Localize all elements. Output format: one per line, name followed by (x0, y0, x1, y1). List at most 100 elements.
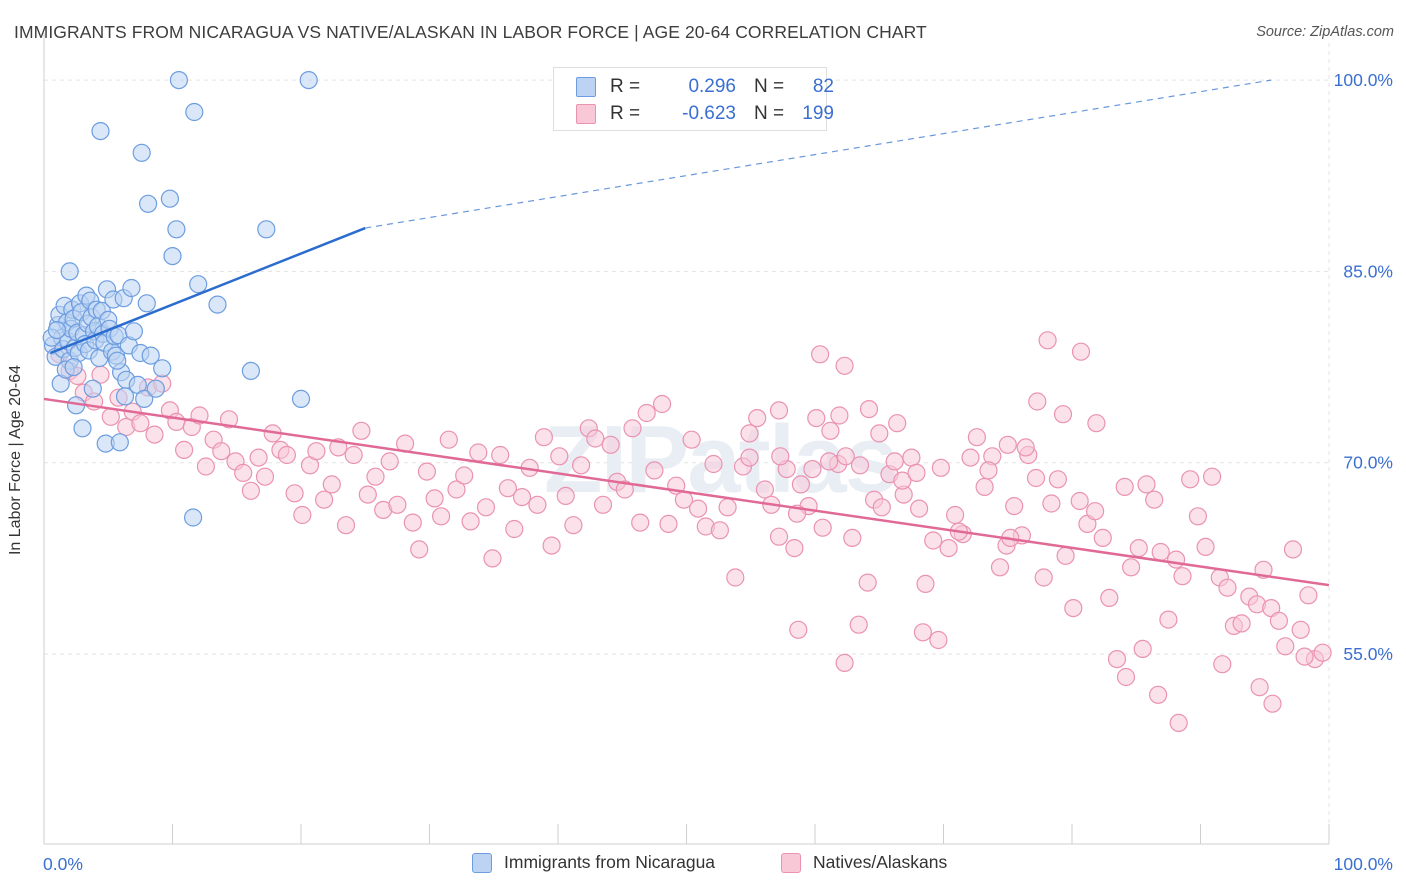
data-point (352, 421, 371, 440)
legend-swatch-pink (576, 104, 596, 124)
data-point (1169, 713, 1188, 733)
legend-n-label: N = (754, 103, 785, 124)
data-point (1283, 540, 1303, 559)
trend-line-natives (43, 397, 1330, 587)
data-point (461, 512, 480, 531)
data-point (542, 536, 561, 555)
data-point (160, 189, 179, 208)
data-point (1034, 568, 1053, 587)
legend-row-nicaragua: R = 0.296 N = 82 (576, 75, 834, 99)
data-point (1121, 558, 1141, 577)
data-point (990, 558, 1010, 577)
data-point (1137, 475, 1156, 494)
data-point (830, 406, 849, 425)
data-point (234, 463, 253, 482)
y-tick-label: 55.0% (1343, 644, 1393, 664)
data-point (169, 70, 188, 90)
data-point (1295, 647, 1314, 666)
data-point (1028, 392, 1047, 411)
data-point (491, 445, 510, 465)
data-point (843, 528, 862, 548)
data-point (872, 498, 891, 517)
data-point (1250, 678, 1269, 697)
data-point (1299, 586, 1318, 605)
data-point (821, 421, 840, 440)
data-point (929, 630, 948, 650)
legend-n-value: 199 (802, 103, 834, 124)
data-point (771, 447, 790, 466)
data-point (885, 452, 904, 471)
data-point (1213, 655, 1232, 674)
legend-r-label: R = (610, 76, 641, 97)
data-point (1087, 414, 1106, 433)
data-point (358, 485, 377, 504)
data-point (417, 462, 436, 481)
data-point (998, 435, 1017, 454)
data-point (637, 403, 656, 423)
data-point (1269, 611, 1289, 630)
legend-r-value: 0.296 (688, 76, 736, 97)
data-point (893, 471, 912, 490)
data-point (1100, 588, 1119, 608)
trend-line-nicaragua (49, 226, 366, 355)
legend-item-nicaragua: Immigrants from Nicaragua (472, 852, 715, 873)
data-point (145, 425, 164, 444)
data-point (208, 295, 227, 314)
data-point (1056, 546, 1075, 565)
data-point (439, 430, 458, 449)
data-point (726, 568, 745, 587)
data-point (1042, 494, 1061, 513)
data-point (907, 463, 926, 482)
data-point (1129, 538, 1148, 558)
tick-labels: 55.0% 70.0% 85.0% 100.0% 0.0% 100.0% (43, 70, 1393, 874)
data-point (505, 519, 524, 539)
data-point (1159, 610, 1178, 629)
stats-legend: R = 0.296 N = 82 R = -0.623 N = 199 (553, 67, 834, 131)
data-point (315, 490, 334, 509)
data-point (748, 409, 767, 428)
data-point (1232, 614, 1251, 633)
data-point (108, 351, 127, 370)
data-point (1093, 528, 1112, 548)
data-point (556, 486, 575, 505)
data-point (122, 278, 141, 298)
data-point (380, 452, 399, 471)
data-point (528, 495, 547, 514)
data-point (388, 495, 407, 514)
data-point (135, 389, 154, 408)
data-point (836, 447, 855, 466)
axes (43, 33, 1330, 845)
data-point (73, 419, 92, 438)
trend-lines (43, 79, 1330, 587)
data-point (146, 379, 165, 398)
data-point (115, 387, 135, 406)
legend-row-natives: R = -0.623 N = 199 (576, 102, 834, 126)
data-point (255, 467, 275, 486)
data-point (277, 445, 296, 465)
data-point (813, 518, 832, 537)
data-point (249, 448, 268, 467)
data-point (124, 322, 143, 341)
data-point (219, 410, 239, 429)
data-point (571, 456, 591, 475)
series-nicaragua-points (42, 70, 318, 527)
data-point (185, 102, 204, 122)
data-point (967, 428, 987, 447)
data-point (652, 394, 672, 414)
data-point (791, 475, 811, 494)
data-point (212, 442, 231, 461)
data-point (1181, 470, 1200, 489)
data-point (1053, 405, 1073, 424)
data-point (1005, 497, 1024, 516)
data-point (153, 359, 172, 378)
data-point (1173, 567, 1192, 586)
data-point (807, 409, 826, 428)
data-point (785, 538, 804, 558)
data-point (688, 499, 708, 518)
legend-swatch-blue (472, 852, 492, 873)
data-point (1133, 639, 1152, 659)
data-point (1145, 490, 1164, 509)
data-point (285, 484, 304, 503)
chart-title: IMMIGRANTS FROM NICARAGUA VS NATIVE/ALAS… (14, 22, 927, 42)
legend-swatch-blue (576, 77, 596, 97)
